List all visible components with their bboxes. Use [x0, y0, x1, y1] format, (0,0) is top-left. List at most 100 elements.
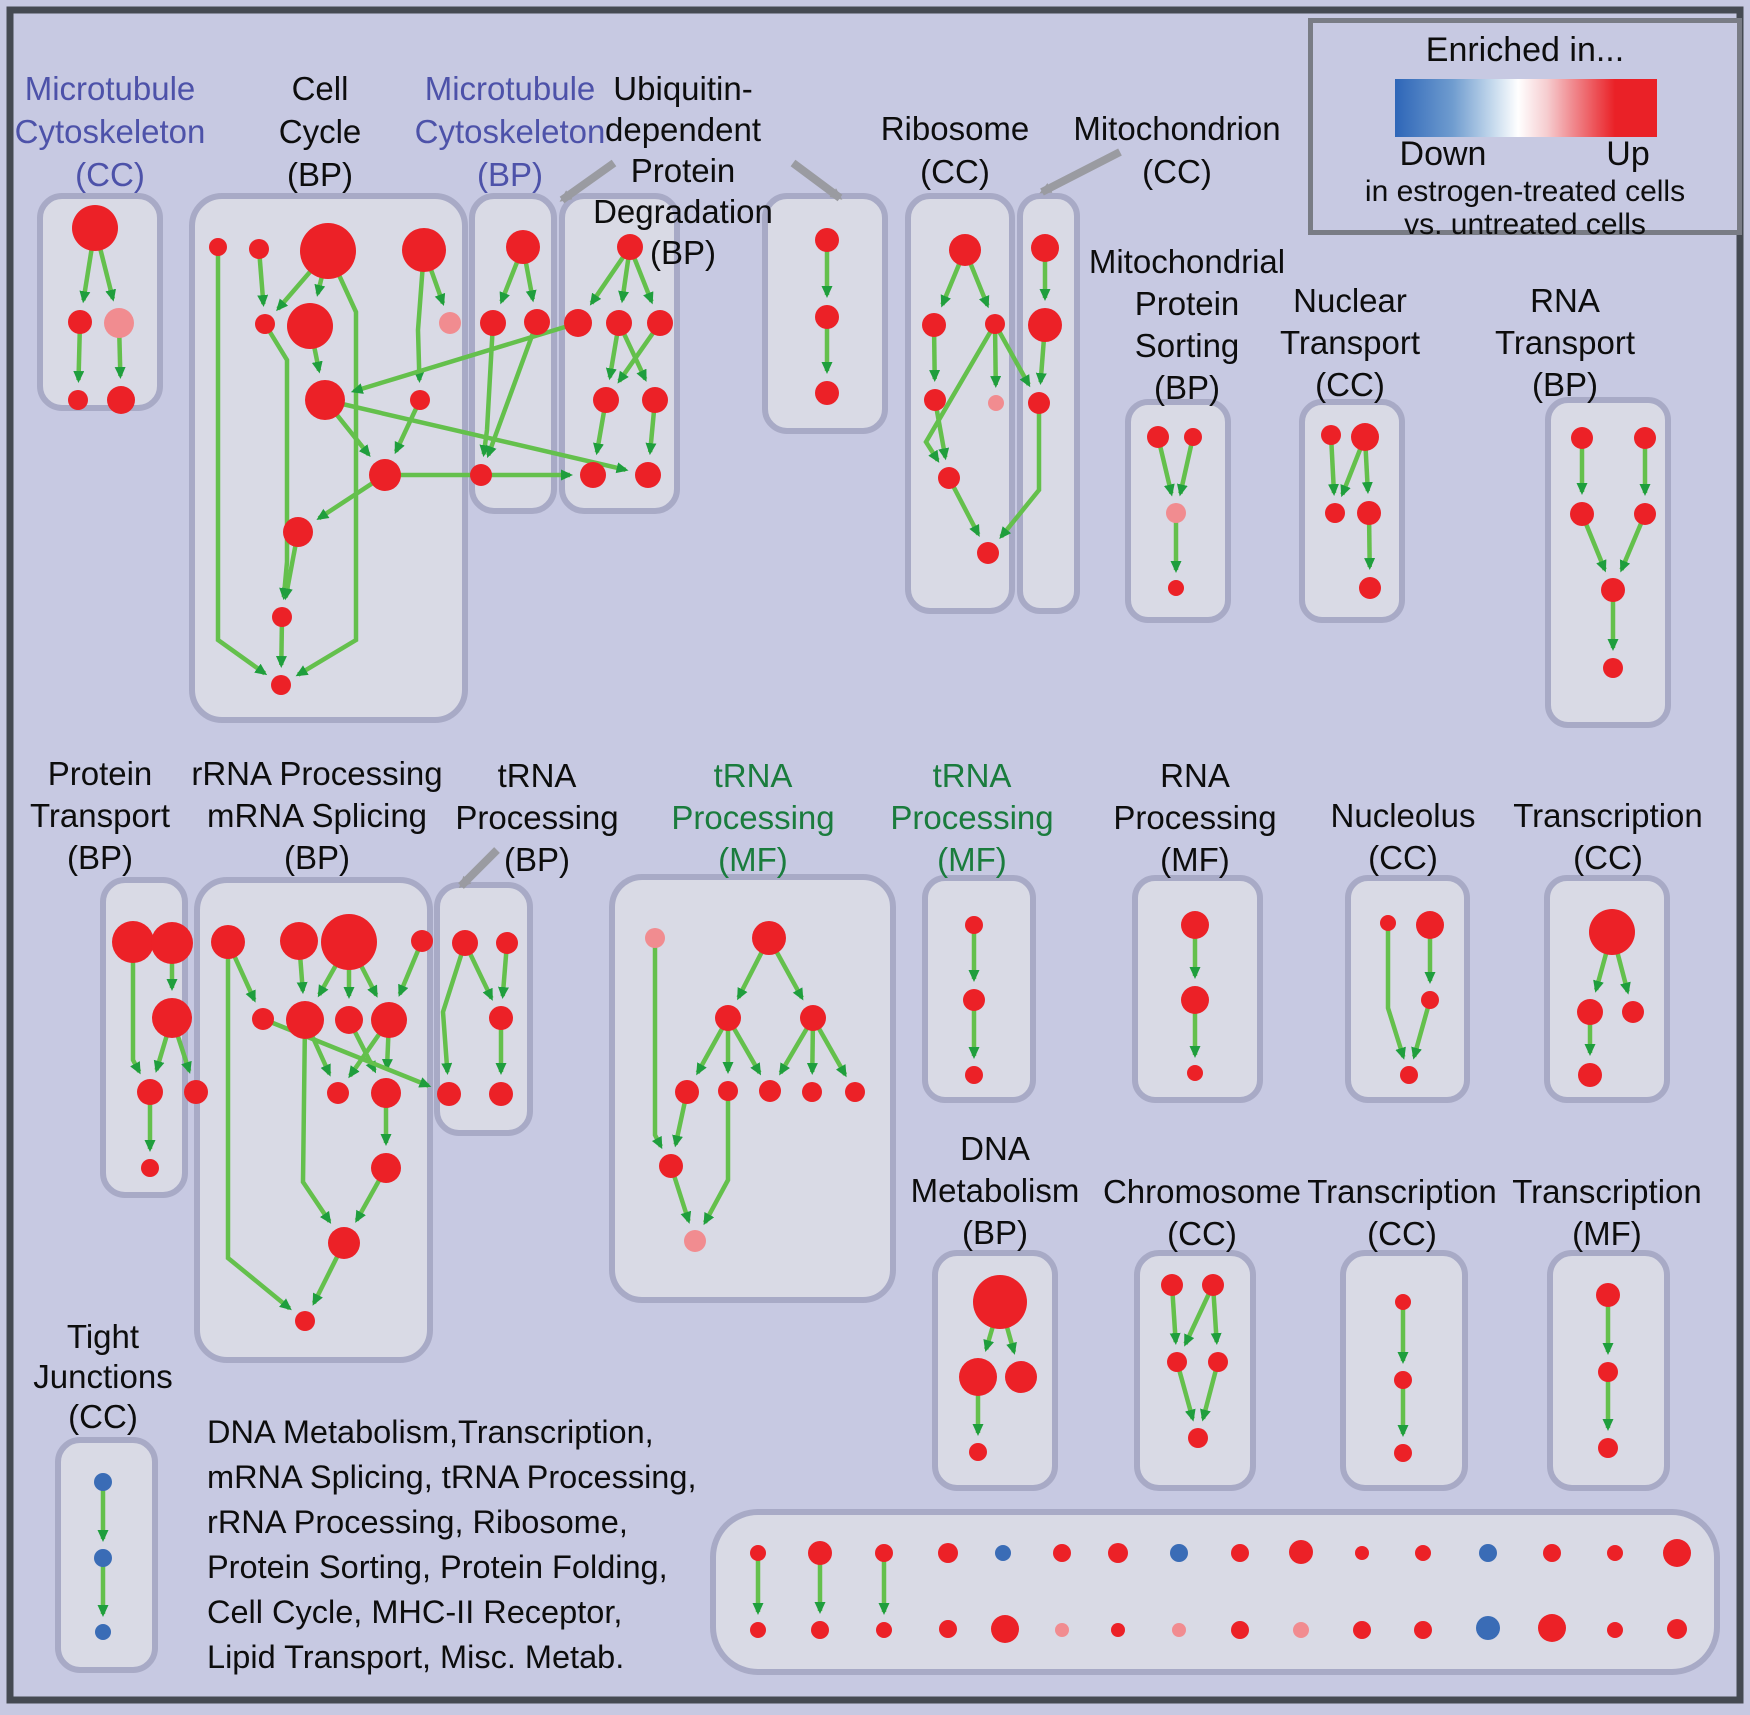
edge [413, 249, 427, 384]
cluster-label-dna-metabolism: DNA Metabolism (BP) [911, 1130, 1080, 1251]
go-term-node-ribosome-r7 [977, 542, 999, 564]
go-term-node-ubiquitin-b1 [580, 462, 606, 488]
go-term-node-transcription-cc-lower-n1 [1395, 1294, 1411, 1310]
go-term-node-rna-transport-t2 [1634, 427, 1656, 449]
go-term-node-nucleolus-n1 [1380, 915, 1396, 931]
edge [324, 397, 629, 474]
go-term-node-trna-mf-big-u3 [715, 1005, 741, 1031]
go-term-node-transcription-cc-upper-b [1578, 1063, 1602, 1087]
go-term-node-misc-metab-r2_15 [1667, 1619, 1687, 1639]
go-term-node-trna-bp-t3 [489, 1006, 513, 1030]
cluster-label-trna-mf-small: tRNA Processing (MF) [890, 757, 1053, 878]
go-term-node-ubiquitin-m2 [606, 310, 632, 336]
go-term-node-rrna-mrna-q10 [371, 1078, 401, 1108]
edge [990, 323, 1002, 389]
cluster-label-microtubule-cc: Microtubule Cytoskeleton (CC) [15, 70, 206, 193]
go-term-node-rrna-mrna-q7 [335, 1006, 363, 1034]
go-term-node-dna-metabolism-t [973, 1275, 1027, 1329]
go-term-node-mitochondrion-m3 [1028, 392, 1050, 414]
cluster-box-ubiquitin [559, 193, 680, 514]
go-term-node-misc-metab-r1_1 [808, 1541, 832, 1565]
go-term-node-misc-metab-r1_5 [1053, 1544, 1071, 1562]
go-term-node-microtubule-bp-b1 [470, 464, 492, 486]
go-term-node-microtubule-cc-b [68, 310, 92, 334]
cluster-label-microtubule-bp: Microtubule Cytoskeleton (BP) [415, 70, 606, 193]
edge [923, 322, 997, 463]
go-term-node-mito-protein-sorting-p [1166, 503, 1186, 523]
go-term-node-misc-metab-r2_8 [1231, 1621, 1249, 1639]
cluster-label-transcription-cc-upper: Transcription (CC) [1513, 797, 1703, 876]
cluster-box-nuclear-transport [1299, 399, 1405, 623]
go-term-node-rrna-mrna-q12 [328, 1227, 360, 1259]
go-term-node-rna-processing-mf-n3 [1187, 1065, 1203, 1081]
go-term-node-ribosome-r4 [924, 389, 946, 411]
go-term-node-nucleolus-n2 [1416, 911, 1444, 939]
cluster-label-protein-transport: Protein Transport (BP) [30, 755, 170, 876]
go-term-node-trna-mf-big-u8 [802, 1082, 822, 1102]
go-term-node-transcription-mf-n2 [1598, 1362, 1618, 1382]
go-term-node-microtubule-cc-e [107, 386, 135, 414]
cluster-label-tight-junctions: Tight Junctions (CC) [33, 1318, 172, 1435]
go-term-node-cell-cycle-c [300, 223, 356, 279]
cluster-box-rna-transport [1545, 397, 1671, 728]
edge [130, 942, 142, 1075]
edge [1176, 436, 1196, 497]
go-term-node-rrna-mrna-q11 [371, 1153, 401, 1183]
go-term-node-nuclear-transport-m1 [1325, 503, 1345, 523]
go-term-node-nucleolus-n4 [1400, 1066, 1418, 1084]
go-term-node-ribosome-r3 [985, 314, 1005, 334]
go-term-node-tight-junctions-n2 [94, 1549, 112, 1567]
cluster-label-trna-mf-big: tRNA Processing (MF) [671, 757, 834, 878]
go-term-node-transcription-cc-upper-m2 [1622, 1001, 1644, 1023]
go-term-node-nuclear-transport-t2 [1351, 423, 1379, 451]
go-term-node-cell-cycle-g [439, 312, 461, 334]
cluster-label-nuclear-transport: Nuclear Transport (CC) [1280, 282, 1420, 403]
go-term-node-microtubule-bp-r1 [524, 309, 550, 335]
legend-box: Enriched in... Down Up in estrogen-treat… [1308, 18, 1742, 241]
go-term-node-cell-cycle-m [271, 675, 291, 695]
go-term-node-rrna-mrna-q6 [286, 1001, 324, 1039]
figure-frame [6, 6, 1744, 1704]
go-term-node-ubiquitin-b2 [635, 462, 661, 488]
go-term-node-trna-bp-t4 [437, 1082, 461, 1106]
go-term-node-misc-metab-r2_4 [991, 1615, 1019, 1643]
misc-cluster-list: DNA Metabolism,Transcription, mRNA Splic… [207, 1410, 696, 1680]
edge [479, 322, 496, 458]
go-term-node-protein-transport-p1 [112, 921, 154, 963]
go-term-node-transcription-cc-upper-t [1589, 909, 1635, 955]
cluster-box-transcription-cc-lower [1340, 1250, 1468, 1491]
go-term-node-misc-metab-r1_13 [1543, 1544, 1561, 1562]
edge [263, 322, 291, 601]
go-term-node-tight-junctions-n3 [95, 1624, 111, 1640]
cluster-box-chromosome [1134, 1250, 1256, 1491]
go-term-node-trna-bp-t5 [489, 1082, 513, 1106]
cluster-label-transcription-mf: Transcription (MF) [1512, 1173, 1702, 1252]
go-term-node-misc-metab-r2_14 [1607, 1622, 1623, 1638]
go-term-node-misc-metab-r2_1 [811, 1621, 829, 1639]
go-term-node-chromosome-t2 [1202, 1274, 1224, 1296]
go-term-node-misc-metab-r1_12 [1479, 1544, 1497, 1562]
go-term-node-mitochondrion-m1 [1031, 234, 1059, 262]
annotation-arrow [559, 159, 617, 204]
go-term-node-protein-transport-p3 [152, 998, 192, 1038]
go-term-node-cell-cycle-k [283, 517, 313, 547]
go-term-node-transcription-cc-lower-n3 [1394, 1444, 1412, 1462]
go-term-node-trna-mf-big-u10 [659, 1154, 683, 1178]
cluster-label-chromosome: Chromosome (CC) [1103, 1173, 1301, 1252]
go-term-node-trna-bp-t1 [452, 930, 478, 956]
go-term-node-trna-mf-big-u7 [759, 1080, 781, 1102]
go-term-node-mito-protein-sorting-t2 [1184, 428, 1202, 446]
legend-up-label: Up [1606, 135, 1650, 173]
go-term-node-mito-protein-sorting-b [1168, 580, 1184, 596]
go-term-node-dna-metabolism-m2 [1005, 1361, 1037, 1393]
misc-line: mRNA Splicing, tRNA Processing, [207, 1459, 697, 1495]
go-term-node-ribosome-r2 [922, 313, 946, 337]
go-term-node-nuclear-transport-t1 [1321, 425, 1341, 445]
go-term-node-microtubule-cc-a [72, 205, 118, 251]
go-term-node-rna-transport-t1 [1571, 427, 1593, 449]
legend-subtitle: in estrogen-treated cells vs. untreated … [1313, 175, 1737, 241]
go-term-node-trna-mf-small-n3 [965, 1066, 983, 1084]
go-term-node-cell-cycle-i [410, 390, 430, 410]
go-term-node-rna-transport-b [1603, 658, 1623, 678]
